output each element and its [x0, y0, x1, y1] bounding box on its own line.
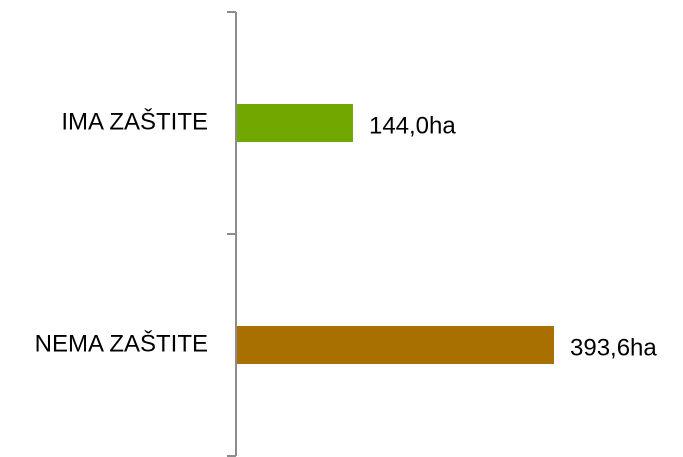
data-labels: 144,0ha 393,6ha	[369, 112, 657, 361]
data-label-nema-zastite: 393,6ha	[570, 334, 657, 361]
category-label-nema-zastite: NEMA ZAŠTITE	[35, 329, 208, 357]
category-label-ima-zastite: IMA ZAŠTITE	[61, 107, 208, 135]
bars	[237, 104, 554, 364]
category-labels: IMA ZAŠTITE NEMA ZAŠTITE	[35, 107, 208, 357]
data-label-ima-zastite: 144,0ha	[369, 112, 456, 139]
category-axis	[227, 11, 237, 457]
bar-ima-zastite	[237, 104, 353, 142]
bar-nema-zastite	[237, 326, 554, 364]
